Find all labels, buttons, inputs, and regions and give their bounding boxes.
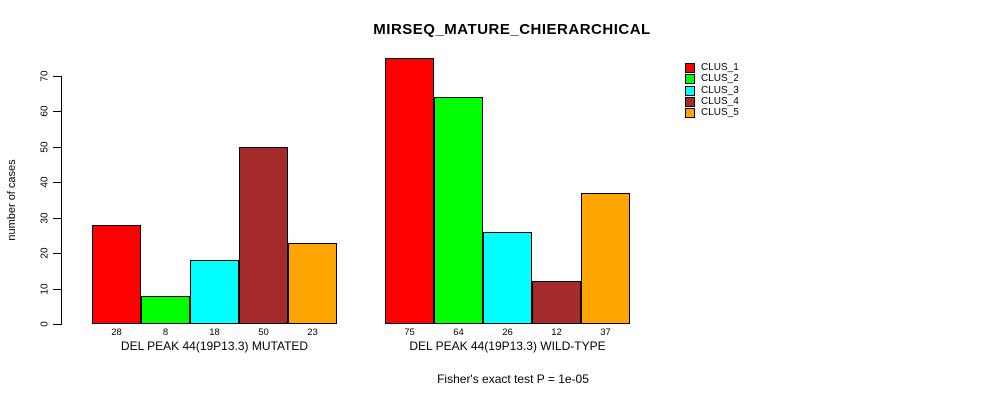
y-axis-tick-label: 50	[39, 141, 51, 153]
fisher-test-annotation: Fisher's exact test P = 1e-05	[437, 372, 589, 386]
legend-swatch-clus_1	[685, 63, 695, 73]
x-axis-group-label: DEL PEAK 44(19P13.3) WILD-TYPE	[409, 339, 606, 353]
bar-value-label: 37	[600, 327, 611, 338]
bar-value-label: 23	[307, 327, 318, 338]
y-axis-tick-label: 10	[39, 283, 51, 295]
bar-clus_5-group2	[581, 192, 630, 324]
bar-value-label: 26	[502, 327, 513, 338]
legend-label-clus_2: CLUS_2	[701, 73, 739, 85]
y-axis-tick	[53, 253, 61, 255]
bar-value-label: 75	[404, 327, 415, 338]
bar-value-label: 28	[111, 327, 122, 338]
bar-value-label: 12	[551, 327, 562, 338]
legend-label-clus_1: CLUS_1	[701, 62, 739, 73]
y-axis-tick-label: 40	[39, 176, 51, 188]
bar-clus_2-group2	[434, 97, 483, 324]
y-axis-tick	[53, 288, 61, 290]
y-axis-tick-label: 30	[39, 212, 51, 224]
bar-value-label: 18	[209, 327, 220, 338]
legend-label-clus_4: CLUS_4	[701, 95, 739, 107]
y-axis-tick-label: 60	[39, 105, 51, 117]
y-axis-tick	[53, 182, 61, 184]
bar-clus_5-group1	[288, 242, 337, 324]
legend-swatch-clus_3	[685, 85, 695, 96]
y-axis-tick-label: 0	[39, 321, 51, 327]
y-axis-tick	[53, 324, 61, 325]
y-axis-tick-label: 70	[39, 70, 51, 82]
legend-label-clus_3: CLUS_3	[701, 84, 739, 96]
legend-swatch-clus_2	[685, 74, 695, 85]
y-axis-label: number of cases	[6, 159, 18, 241]
bar-clus_1-group2	[385, 58, 434, 324]
bar-value-label: 64	[453, 327, 464, 338]
y-axis-tick-label: 20	[39, 247, 51, 259]
chart-title: MIRSEQ_MATURE_CHIERARCHICAL	[373, 21, 651, 38]
bar-clus_4-group2	[532, 281, 581, 324]
bar-clus_4-group1	[239, 146, 288, 324]
y-axis-line	[61, 76, 62, 325]
legend-swatch-clus_4	[685, 96, 695, 107]
y-axis-tick	[53, 76, 61, 77]
bar-value-label: 8	[162, 327, 169, 338]
bar-clus_3-group1	[190, 260, 239, 324]
x-axis-group-label: DEL PEAK 44(19P13.3) MUTATED	[120, 339, 309, 353]
bar-clus_3-group2	[483, 231, 532, 324]
bar-clus_1-group1	[92, 224, 141, 324]
y-axis-tick	[53, 111, 61, 113]
legend-label-clus_5: CLUS_5	[701, 107, 739, 119]
bar-value-label: 50	[258, 327, 269, 338]
legend-swatch-clus_5	[685, 108, 695, 119]
bar-clus_2-group1	[141, 295, 190, 324]
y-axis-tick	[53, 217, 61, 219]
y-axis-tick	[53, 146, 61, 148]
